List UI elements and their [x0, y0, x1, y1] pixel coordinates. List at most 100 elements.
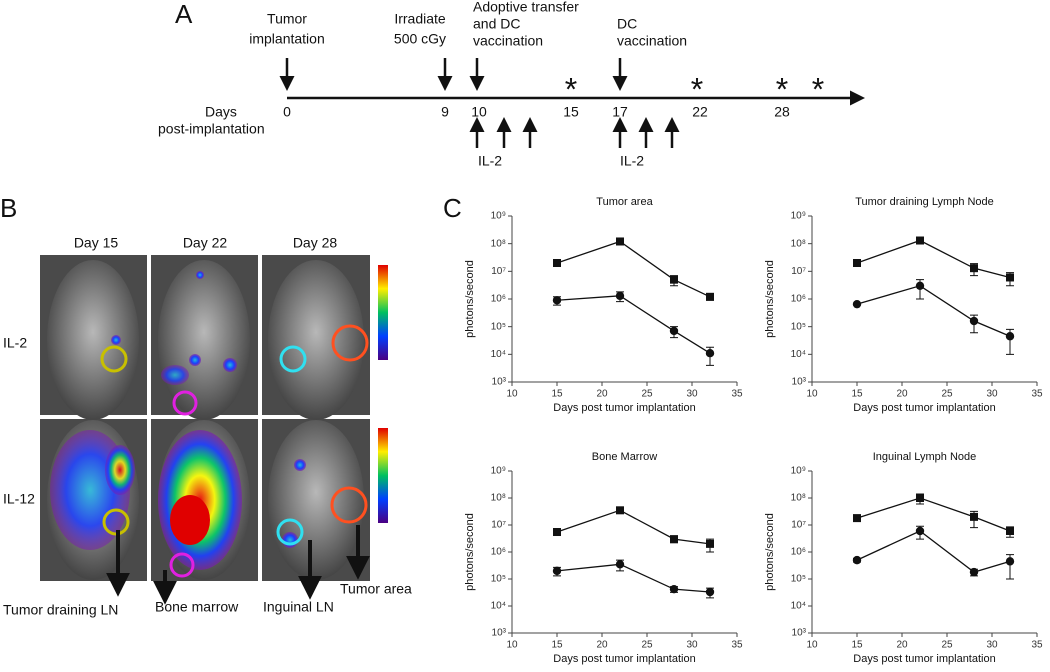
- marker: [1006, 273, 1014, 282]
- series-line: [856, 239, 1011, 279]
- marker: [1005, 557, 1015, 566]
- x-tick-label: 30: [986, 640, 998, 651]
- y-tick-label: 10⁸: [791, 493, 806, 504]
- panel-label: C: [443, 193, 462, 223]
- marker: [670, 275, 678, 284]
- marker: [553, 259, 561, 268]
- marker: [852, 555, 862, 565]
- site-label: Tumor area: [340, 581, 412, 597]
- chart: Bone Marrow 10³ 10⁴ 10⁵ 10⁶ 10⁷ 10⁸ 10⁹ 10 15 20 25…: [464, 451, 743, 665]
- marker: [853, 259, 861, 268]
- y-tick-label: 10⁷: [791, 520, 806, 531]
- event-label: 500 cGy: [394, 31, 446, 47]
- row-label: IL-12: [3, 491, 35, 507]
- y-tick-label: 10⁵: [791, 574, 806, 585]
- y-tick-label: 10⁷: [491, 520, 506, 531]
- site-label: Tumor draining LN: [3, 602, 118, 618]
- axis-label: post-implantation: [158, 121, 265, 137]
- marker: [705, 348, 715, 358]
- x-tick-label: 15: [851, 389, 863, 400]
- panel-b: B Day 15 Day 22 Day 28 IL-2 IL-12: [0, 193, 412, 618]
- chart-title: Tumor area: [596, 196, 653, 208]
- y-tick-label: 10³: [492, 628, 507, 639]
- marker: [1006, 526, 1014, 535]
- x-tick-label: 15: [851, 640, 863, 651]
- y-axis-label: photons/second: [464, 260, 476, 338]
- series-line: [856, 497, 1011, 532]
- site-label: Inguinal LN: [263, 599, 334, 615]
- panel-a: A Tumor implantation Irradiate 500 cGy A…: [158, 0, 865, 169]
- series-line: [556, 509, 711, 545]
- marker: [669, 584, 679, 594]
- panel-label: A: [175, 0, 193, 29]
- x-tick-label: 25: [941, 640, 953, 651]
- series-line: [556, 295, 711, 354]
- y-axis-label: photons/second: [464, 513, 476, 591]
- marker: [552, 566, 562, 576]
- il2-label: IL-2: [620, 153, 644, 169]
- y-tick-label: 10⁵: [491, 574, 506, 585]
- panel-label: B: [0, 193, 17, 223]
- marker: [552, 296, 562, 305]
- marker: [706, 539, 714, 548]
- day: 28: [774, 104, 790, 120]
- x-tick-label: 25: [941, 389, 953, 400]
- y-tick-label: 10⁶: [791, 294, 806, 305]
- series-line: [856, 285, 1011, 337]
- y-tick-label: 10⁴: [791, 601, 806, 612]
- y-tick-label: 10⁶: [491, 294, 506, 305]
- x-tick-label: 25: [641, 389, 653, 400]
- x-axis-label: Days post tumor implantation: [553, 402, 695, 414]
- marker: [916, 236, 924, 245]
- x-tick-label: 30: [686, 640, 698, 651]
- day: 17: [612, 104, 628, 120]
- marker: [706, 292, 714, 301]
- day: 0: [283, 104, 291, 120]
- y-tick-label: 10⁹: [491, 211, 506, 222]
- day: 15: [563, 104, 579, 120]
- y-tick-label: 10³: [792, 377, 807, 388]
- marker: [616, 237, 624, 246]
- y-axis-label: photons/second: [764, 513, 776, 591]
- x-tick-label: 30: [986, 389, 998, 400]
- y-tick-label: 10⁹: [491, 466, 506, 477]
- x-axis-label: Days post tumor implantation: [553, 653, 695, 665]
- x-tick-label: 10: [806, 640, 818, 651]
- chart-title: Tumor draining Lymph Node: [855, 196, 994, 208]
- y-tick-label: 10⁹: [791, 466, 806, 477]
- event-label: Irradiate: [394, 11, 446, 27]
- marker: [615, 560, 625, 569]
- marker: [669, 326, 679, 336]
- column-label: Day 15: [74, 235, 119, 251]
- x-tick-label: 20: [896, 640, 908, 651]
- x-tick-label: 20: [596, 389, 608, 400]
- y-axis-label: photons/second: [764, 260, 776, 338]
- marker: [970, 264, 978, 273]
- chart: Tumor draining Lymph Node 10³ 10⁴ 10⁵ 10⁶ 10⁷…: [764, 196, 1043, 414]
- marker: [616, 506, 624, 515]
- marker: [1005, 332, 1015, 341]
- y-tick-label: 10⁴: [491, 349, 506, 360]
- marker: [915, 281, 925, 290]
- il2-label: IL-2: [478, 153, 502, 169]
- y-tick-label: 10⁴: [491, 601, 506, 612]
- asterisk: *: [812, 71, 824, 107]
- x-tick-label: 15: [551, 389, 563, 400]
- y-tick-label: 10⁹: [791, 211, 806, 222]
- marker: [970, 512, 978, 521]
- asterisk: *: [776, 71, 788, 107]
- y-tick-label: 10⁴: [791, 349, 806, 360]
- marker: [615, 291, 625, 301]
- asterisk: *: [691, 71, 703, 107]
- y-tick-label: 10⁶: [491, 547, 506, 558]
- x-axis-label: Days post tumor implantation: [853, 402, 995, 414]
- day: 22: [692, 104, 708, 120]
- x-tick-label: 35: [1031, 389, 1043, 400]
- event-label: Tumor: [267, 11, 307, 27]
- marker: [705, 587, 715, 597]
- y-tick-label: 10⁵: [491, 321, 506, 332]
- event-label: DC: [617, 16, 637, 32]
- chart-title: Bone Marrow: [592, 451, 657, 463]
- marker: [553, 528, 561, 537]
